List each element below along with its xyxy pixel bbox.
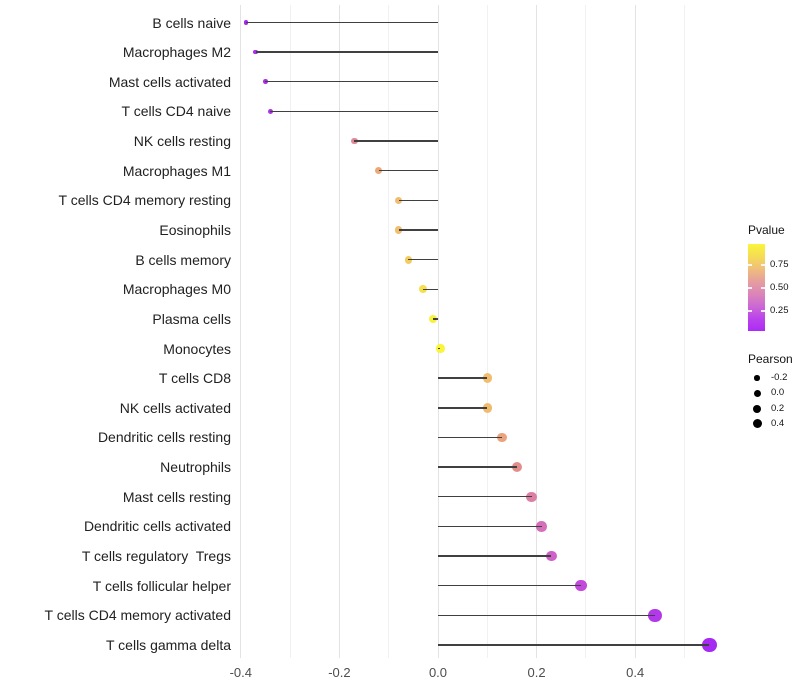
y-axis-label: Eosinophils [159, 221, 231, 238]
size-key-label: 0.4 [771, 417, 785, 429]
y-axis-label: Mast cells activated [108, 73, 231, 90]
major-gridline [536, 5, 538, 658]
lollipop-stem [438, 436, 503, 439]
y-axis-label: Dendritic cells activated [83, 518, 231, 535]
lollipop-dot [497, 432, 507, 443]
lollipop-stem [438, 525, 542, 528]
major-gridline [240, 5, 242, 658]
colorbar-tick-mark [761, 287, 765, 289]
minor-gridline [486, 5, 488, 658]
lollipop-stem [408, 258, 438, 261]
y-axis-label: NK cells resting [133, 133, 231, 150]
lollipop-dot [253, 49, 258, 55]
lollipop-stem [354, 140, 438, 142]
lollipop-dot [428, 314, 438, 324]
lollipop-stem [433, 318, 438, 320]
lollipop-stem [270, 110, 438, 113]
y-axis-label: Plasma cells [152, 310, 231, 327]
colorbar-tick-label: 0.50 [770, 281, 789, 293]
lollipop-dot [701, 637, 717, 653]
size-key-dot [753, 404, 761, 413]
y-axis-label: T cells CD4 memory resting [58, 192, 231, 209]
y-axis-label: Dendritic cells resting [97, 429, 231, 446]
y-axis-label: T cells CD4 naive [121, 103, 231, 120]
size-key-dot [754, 375, 760, 381]
y-axis-label: T cells CD4 memory activated [44, 607, 231, 624]
y-axis-label: Macrophages M0 [122, 281, 231, 298]
minor-gridline [684, 5, 685, 658]
y-axis-label: Macrophages M2 [122, 44, 231, 61]
lollipop-stem [265, 81, 438, 83]
y-axis-label: T cells CD8 [158, 370, 231, 387]
lollipop-dot [526, 491, 537, 502]
y-axis-label: T cells gamma delta [105, 636, 231, 653]
size-key-label: -0.2 [771, 372, 788, 383]
size-key-label: 0.0 [771, 387, 785, 399]
x-axis-tick-label: 0.4 [626, 665, 645, 680]
y-axis-label: B cells memory [135, 251, 231, 268]
minor-gridline [585, 5, 587, 658]
x-axis-tick-label: 0.2 [527, 665, 546, 680]
major-gridline [437, 5, 439, 658]
size-key-dot [753, 389, 761, 397]
lollipop-dot [511, 462, 522, 473]
x-axis-tick-label: 0.0 [428, 665, 448, 680]
lollipop-stem [423, 288, 438, 290]
x-axis-tick-label: -0.4 [229, 665, 252, 680]
major-gridline [338, 5, 340, 658]
y-axis-label: NK cells activated [119, 399, 231, 416]
lollipop-stem [398, 229, 438, 231]
lollipop-stem [398, 199, 438, 202]
y-axis-label: T cells follicular helper [92, 577, 231, 594]
lollipop-stem [438, 496, 532, 498]
y-axis-label: Neutrophils [160, 459, 231, 476]
lollipop-dot [267, 108, 273, 114]
major-gridline [634, 5, 636, 658]
pvalue-legend-title: Pvalue [748, 223, 785, 237]
colorbar-tick-mark [748, 310, 752, 312]
colorbar-tick-label: 0.25 [770, 304, 789, 316]
minor-gridline [289, 5, 291, 658]
lollipop-stem [438, 466, 517, 468]
lollipop-dot [350, 137, 358, 145]
lollipop-stem [438, 555, 552, 557]
y-axis-label: Mast cells resting [122, 488, 231, 505]
y-axis-label: T cells regulatory Tregs [81, 548, 231, 565]
lollipop-stem [438, 584, 581, 587]
y-axis-label: Macrophages M1 [122, 162, 231, 179]
y-axis-label: B cells naive [152, 14, 231, 31]
colorbar-tick-mark [761, 310, 765, 312]
lollipop-stem [438, 644, 710, 646]
lollipop-stem [438, 407, 488, 409]
lollipop-dot [536, 521, 547, 532]
minor-gridline [388, 5, 390, 658]
lollipop-dot [575, 579, 587, 592]
colorbar-tick-mark [748, 287, 752, 289]
lollipop-stem [255, 51, 438, 53]
lollipop-dot [648, 608, 662, 622]
lollipop-stem [438, 347, 441, 350]
lollipop-stem [438, 377, 488, 379]
lollipop-stem [245, 21, 438, 24]
colorbar-tick-label: 0.75 [770, 259, 789, 271]
size-key-label: 0.2 [771, 402, 785, 414]
lollipop-stem [378, 170, 438, 172]
pearson-legend-title: Pearson [748, 352, 793, 366]
y-axis-label: Monocytes [163, 340, 231, 357]
pvalue-colorbar-gradient [748, 244, 765, 331]
lollipop-stem [438, 614, 655, 616]
lollipop-dot [545, 550, 557, 562]
colorbar-tick-mark [761, 264, 765, 266]
size-key-dot [752, 419, 762, 429]
colorbar-tick-mark [748, 264, 752, 266]
x-axis-tick-label: -0.2 [328, 665, 351, 680]
